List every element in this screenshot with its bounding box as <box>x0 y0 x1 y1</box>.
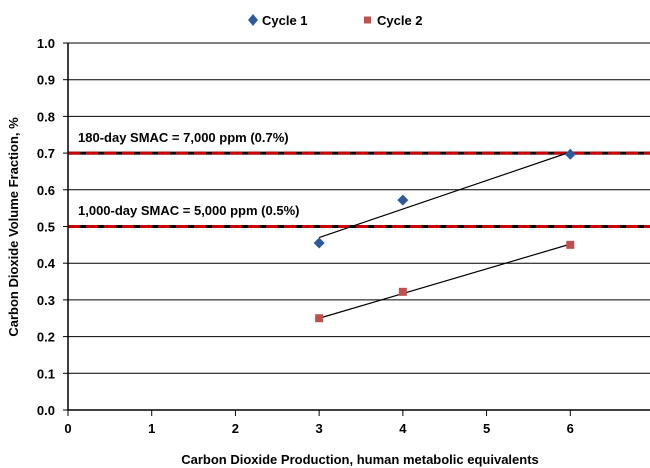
axes <box>63 42 650 416</box>
legend-label-cycle-2: Cycle 2 <box>377 13 423 28</box>
legend: Cycle 1 Cycle 2 <box>248 13 423 28</box>
trendline-series-1 <box>318 151 571 239</box>
y-tick-label: 0.6 <box>37 183 55 198</box>
legend-label-cycle-1: Cycle 1 <box>262 13 308 28</box>
reference-label-180-day: 180-day SMAC = 7,000 ppm (0.7%) <box>78 130 289 145</box>
y-tick-label: 0.4 <box>37 256 56 271</box>
x-tick-label: 2 <box>232 421 239 436</box>
reference-label-1000-day: 1,000-day SMAC = 5,000 ppm (0.5%) <box>78 203 299 218</box>
legend-marker-cycle-1 <box>248 14 258 26</box>
y-tick-label: 0.5 <box>37 220 55 235</box>
y-tick-label: 1.0 <box>37 36 55 51</box>
y-tick-label: 0.3 <box>37 293 55 308</box>
legend-marker-cycle-2 <box>364 16 371 24</box>
y-tick-label: 0.8 <box>37 109 55 124</box>
y-tick-label: 0.7 <box>37 146 55 161</box>
y-axis-title: Carbon Dioxide Volume Fraction, % <box>6 117 21 337</box>
data-point-cycle-2 <box>398 287 407 296</box>
tick-labels: 0.0 0.1 0.2 0.3 0.4 0.5 0.6 0.7 0.8 0.9 1.0 0 1 2 3 4 5 6… <box>37 36 574 436</box>
y-tick-label: 0.1 <box>37 366 55 381</box>
trendlines <box>318 151 571 319</box>
reference-lines <box>68 151 650 228</box>
x-tick-label: 6 <box>567 421 574 436</box>
trendline-series-2 <box>318 243 571 319</box>
x-tick-label: 5 <box>483 421 490 436</box>
y-tick-label: 0.0 <box>37 403 55 418</box>
data-points <box>313 148 576 323</box>
x-tick-label: 3 <box>316 421 323 436</box>
y-tick-label: 0.2 <box>37 330 55 345</box>
data-point-cycle-1 <box>313 237 325 249</box>
x-tick-label: 4 <box>399 421 407 436</box>
x-axis-title: Carbon Dioxide Production, human metabol… <box>181 452 539 467</box>
data-point-cycle-1 <box>397 194 409 206</box>
x-tick-label: 1 <box>148 421 155 436</box>
data-point-cycle-2 <box>315 314 324 323</box>
y-tick-label: 0.9 <box>37 73 55 88</box>
data-point-cycle-2 <box>566 240 575 249</box>
data-point-cycle-1 <box>564 148 576 160</box>
x-tick-label: 0 <box>64 421 71 436</box>
